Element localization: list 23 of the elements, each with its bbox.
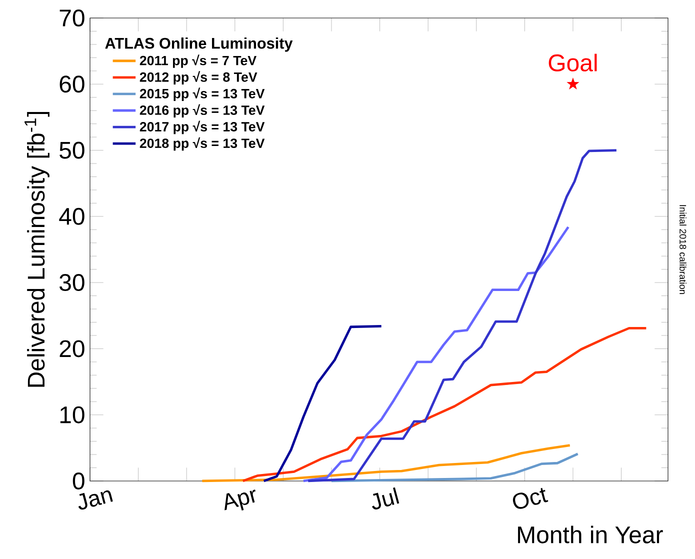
- x-axis-title: Month in Year: [518, 526, 663, 544]
- x-tick-label: Jan: [78, 490, 113, 510]
- y-tick-label: 10: [60, 406, 84, 424]
- legend-label: 2018 pp √s = 13 TeV: [140, 137, 265, 151]
- y-tick-label: 70: [60, 9, 84, 26]
- legend-label: 2012 pp √s = 8 TeV: [140, 71, 258, 84]
- legend-label: 2017 pp √s = 13 TeV: [140, 120, 265, 134]
- y-tick-label: 40: [59, 208, 84, 225]
- legend-label: 2015 pp √s = 13 TeV: [140, 88, 265, 101]
- y-tick-label: 20: [60, 340, 84, 358]
- y-tick-label: 0: [72, 472, 84, 490]
- y-tick-label: 30: [60, 274, 84, 292]
- y-axis-title: Delivered Luminosity [fb$^{-1}$]: [24, 112, 50, 387]
- x-tick-label: Apr: [224, 490, 256, 511]
- legend-title: ATLAS Online Luminosity: [105, 37, 293, 52]
- y-tick-label: 50: [60, 142, 84, 159]
- legend-label: 2011 pp √s = 7 TeV: [140, 54, 256, 68]
- x-tick-label: Jul: [372, 487, 400, 510]
- legend-label: 2016 pp √s = 13 TeV: [140, 104, 265, 118]
- text: Initial 2018 calibration: [680, 205, 686, 294]
- series-label: Goal: [548, 54, 597, 72]
- y-tick-label: 60: [60, 76, 84, 93]
- x-tick-label: Oct: [512, 488, 548, 509]
